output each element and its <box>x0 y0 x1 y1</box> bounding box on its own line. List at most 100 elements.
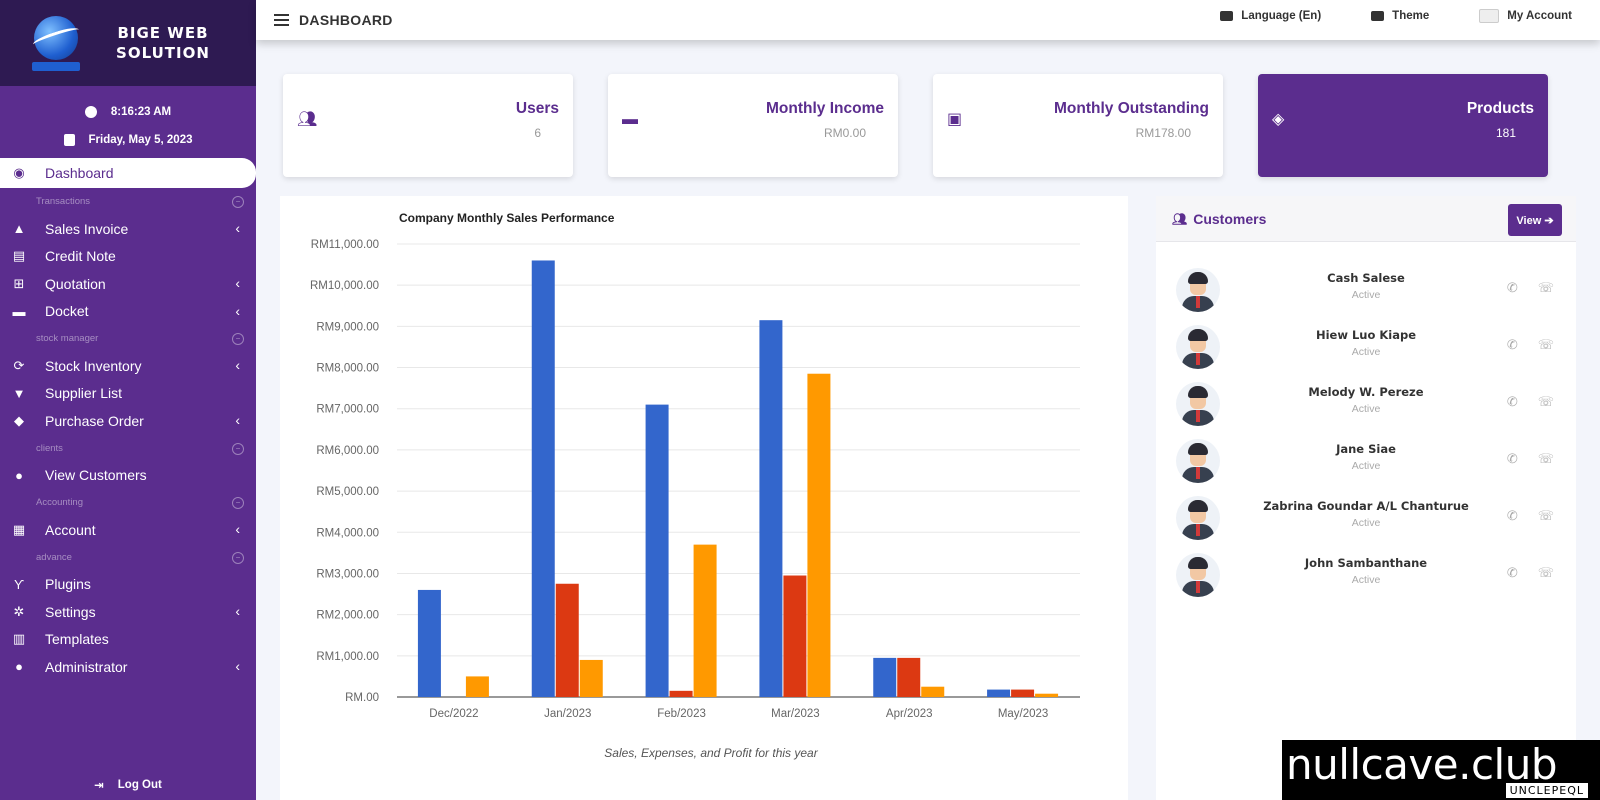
stat-card-value: 181 <box>1495 126 1516 140</box>
stat-cards: 👥︎ Users 6 ▬ Monthly Income RM0.00 ▣ Mon… <box>283 74 1548 177</box>
customer-status: Active <box>1351 574 1381 586</box>
sidebar-item-view-customers[interactable]: ● View Customers <box>0 462 256 490</box>
box-icon: ◆ <box>14 412 24 428</box>
whatsapp-icon[interactable]: ✆ <box>1506 508 1518 523</box>
bank-icon: ▦ <box>12 521 26 537</box>
section-label: stock manager <box>36 333 99 344</box>
customer-row[interactable]: Jane Siae Active ✆ ☏ <box>1156 437 1576 494</box>
phone-icon[interactable]: ☏ <box>1537 451 1554 466</box>
section-label: clients <box>36 442 63 454</box>
section-stock-manager[interactable]: stock manager − <box>0 325 256 352</box>
y-tick-label: RM9,000.00 <box>316 321 379 333</box>
customer-row[interactable]: John Sambanthane Active ✆ ☏ <box>1156 551 1576 608</box>
section-toggle-icon[interactable]: − <box>232 497 244 509</box>
stat-card-users[interactable]: 👥︎ Users 6 <box>283 74 573 177</box>
section-clients[interactable]: clients − <box>0 435 256 462</box>
sidebar-item-quotation[interactable]: ⊞ Quotation ‹ <box>0 270 256 298</box>
whatsapp-icon[interactable]: ✆ <box>1506 451 1518 466</box>
customer-name: Hiew Luo Kiape <box>1315 328 1417 342</box>
phone-icon[interactable]: ☏ <box>1537 565 1554 580</box>
chevron-left-icon: ‹ <box>235 275 240 291</box>
section-label: Transactions <box>36 196 91 207</box>
menu-toggle-icon[interactable] <box>274 14 289 26</box>
chart-caption: Sales, Expenses, and Profit for this yea… <box>604 746 818 760</box>
sidebar-item-settings[interactable]: ✲ Settings ‹ <box>0 598 256 626</box>
phone-icon[interactable]: ☏ <box>1537 394 1554 409</box>
y-tick-label: RM.00 <box>345 692 379 704</box>
sidebar-item-sales-invoice[interactable]: ▲ Sales Invoice ‹ <box>0 215 256 243</box>
sales-chart: RM.00 RM1,000.00 RM2,000.00 RM3,000.00 RM4,0… <box>310 239 1080 720</box>
customer-status: Active <box>1351 517 1381 529</box>
language-button[interactable]: Language (En) <box>1220 10 1321 22</box>
topbar: DASHBOARD Language (En) Theme My Account <box>256 0 1600 40</box>
logout-label: Log Out <box>117 779 162 791</box>
theme-label: Theme <box>1392 10 1430 22</box>
section-toggle-icon[interactable]: − <box>232 551 244 564</box>
sidebar-item-purchase-order[interactable]: ◆ Purchase Order ‹ <box>0 407 256 435</box>
sidebar-item-account[interactable]: ▦ Account ‹ <box>0 516 256 544</box>
section-accounting[interactable]: Accounting − <box>0 489 256 516</box>
stat-card-monthly-outstanding[interactable]: ▣ Monthly Outstanding RM178.00 <box>933 74 1223 177</box>
chevron-left-icon: ‹ <box>235 302 240 319</box>
y-tick-label: RM5,000.00 <box>316 486 379 498</box>
logout-icon: ⇥ <box>94 780 104 792</box>
whatsapp-icon[interactable]: ✆ <box>1506 337 1518 352</box>
sidebar-item-label: Credit Note <box>45 248 116 265</box>
table-icon: ▥ <box>12 631 26 647</box>
bar-profit <box>1035 693 1059 697</box>
view-button-label: View <box>1516 214 1542 227</box>
phone-icon[interactable]: ☏ <box>1537 280 1554 295</box>
section-transactions[interactable]: Transactions − <box>0 188 256 215</box>
sidebar-item-dashboard[interactable]: ◉ Dashboard <box>0 158 256 188</box>
sidebar-item-administrator[interactable]: ● Administrator ‹ <box>0 653 256 681</box>
sidebar-item-label: Templates <box>45 631 109 648</box>
phone-icon[interactable]: ☏ <box>1537 508 1554 523</box>
sales-chart-panel: Company Monthly Sales Performance RM.00 R… <box>280 196 1128 800</box>
x-tick-label: Jan/2023 <box>544 708 591 720</box>
customer-row[interactable]: Melody W. Pereze Active ✆ ☏ <box>1156 380 1576 437</box>
sidebar-item-stock-inventory[interactable]: ⟳ Stock Inventory ‹ <box>0 352 256 380</box>
clock: 8:16:23 AM Friday, May 5, 2023 <box>0 86 256 154</box>
sidebar-item-plugins[interactable]: ϒ Plugins <box>0 571 256 599</box>
stat-card-title: Users <box>515 100 559 117</box>
theme-button[interactable]: Theme <box>1371 10 1429 22</box>
sidebar-item-credit-note[interactable]: ▤ Credit Note <box>0 243 256 271</box>
customer-status: Active <box>1351 346 1381 358</box>
chevron-left-icon: ‹ <box>235 658 240 674</box>
sidebar-item-docket[interactable]: ▬ Docket ‹ <box>0 298 256 326</box>
logout-button[interactable]: ⇥ Log Out <box>0 778 256 792</box>
chevron-left-icon: ‹ <box>235 220 240 236</box>
customer-row[interactable]: Cash Salese Active ✆ ☏ <box>1156 266 1576 323</box>
customer-row[interactable]: Zabrina Goundar A/L Chanturue Active ✆ ☏ <box>1156 494 1576 551</box>
plus-square-icon: ⊞ <box>13 275 25 291</box>
sidebar-item-supplier-list[interactable]: ▼ Supplier List <box>0 380 256 408</box>
sidebar: BIGE WEB SOLUTION 8:16:23 AM Friday, May… <box>0 0 256 800</box>
stat-card-products[interactable]: ◈ Products 181 <box>1258 74 1548 177</box>
section-toggle-icon[interactable]: − <box>232 442 244 455</box>
my-account-button[interactable]: My Account <box>1479 9 1572 23</box>
customers-header: 👥︎ Customers View ➔ <box>1156 196 1576 242</box>
bar-profit <box>807 373 831 697</box>
sidebar-item-label: Docket <box>45 303 89 320</box>
view-customers-button[interactable]: View ➔ <box>1508 204 1562 236</box>
section-toggle-icon[interactable]: − <box>232 196 244 208</box>
phone-icon[interactable]: ☏ <box>1537 337 1554 352</box>
y-tick-label: RM4,000.00 <box>316 527 379 539</box>
whatsapp-icon[interactable]: ✆ <box>1506 565 1518 580</box>
stat-card-monthly-income[interactable]: ▬ Monthly Income RM0.00 <box>608 74 898 177</box>
customer-row[interactable]: Hiew Luo Kiape Active ✆ ☏ <box>1156 323 1576 380</box>
whatsapp-icon[interactable]: ✆ <box>1506 280 1518 295</box>
section-toggle-icon[interactable]: − <box>232 333 244 345</box>
section-advance[interactable]: advance − <box>0 544 256 571</box>
sidebar-item-templates[interactable]: ▥ Templates <box>0 626 256 654</box>
bar-profit <box>579 659 603 697</box>
customer-info: Melody W. Pereze Active <box>1236 385 1496 415</box>
brand[interactable]: BIGE WEB SOLUTION <box>0 0 256 86</box>
avatar <box>1176 496 1220 540</box>
y-tick-label: RM7,000.00 <box>316 404 379 416</box>
sidebar-item-label: Plugins <box>45 576 91 593</box>
users-icon: 👥︎ <box>297 111 318 128</box>
whatsapp-icon[interactable]: ✆ <box>1506 394 1518 409</box>
y-tick-label: RM3,000.00 <box>316 568 379 580</box>
x-tick-label: Dec/2022 <box>429 708 478 720</box>
